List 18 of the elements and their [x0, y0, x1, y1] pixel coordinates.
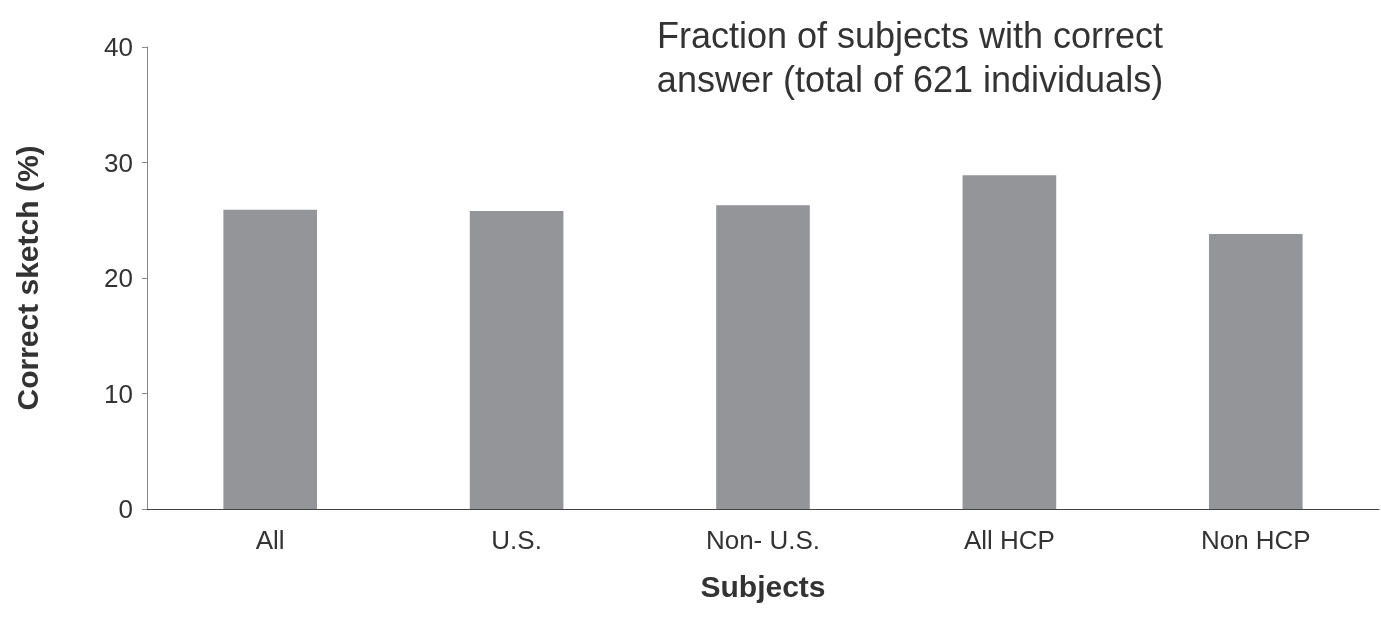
x-tick-label: Non- U.S.	[705, 525, 821, 555]
bar	[469, 211, 564, 509]
y-tick-label: 40	[104, 32, 133, 62]
y-tick-label: 20	[104, 263, 133, 293]
bar	[716, 205, 810, 509]
chart-title: Fraction of subjects with correct answer (total of 621 individuals)	[656, 14, 1164, 100]
y-tick-label: 0	[118, 494, 133, 524]
x-tick-label: Non HCP	[1200, 525, 1311, 555]
bar	[223, 209, 318, 509]
y-tick-label: 30	[104, 147, 133, 178]
x-tick-label: All HCP	[963, 525, 1055, 555]
bar	[962, 175, 1057, 509]
bar	[1208, 234, 1303, 509]
x-axis-title: Subjects	[700, 569, 826, 603]
y-tick-label: 10	[104, 378, 133, 409]
x-tick-label: All	[255, 525, 285, 555]
y-axis-title: Correct sketch (%)	[10, 145, 44, 411]
x-tick-label: U.S.	[491, 525, 542, 555]
